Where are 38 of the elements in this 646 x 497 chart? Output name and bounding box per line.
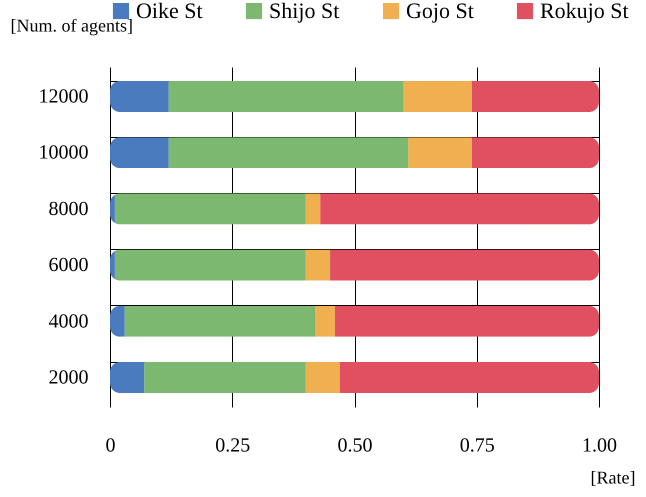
y-tick-label: 8000 [48,198,88,220]
y-tick-label: 6000 [48,254,88,276]
bar [315,306,335,337]
bar [320,193,599,224]
bar [306,362,340,393]
bar [403,81,472,112]
bar [114,193,306,224]
bar [472,81,599,112]
legend-label: Oike St [136,0,203,23]
bar [340,362,599,393]
y-tick-label: 4000 [48,310,88,332]
y-axis-title: [Num. of agents] [10,16,133,36]
x-tick-label: 1.00 [582,434,617,456]
y-tick-label: 10000 [38,142,88,164]
bar [472,137,599,168]
bar [330,250,599,281]
legend-label: Shijo St [269,0,340,23]
bar [306,193,320,224]
bar [334,306,599,337]
bar [408,137,472,168]
bar [114,250,306,281]
bar [124,306,316,337]
y-tick-label: 2000 [48,366,88,388]
legend-label: Gojo St [406,0,474,23]
y-tick-label: 12000 [38,86,88,108]
x-tick-label: 0.50 [338,434,372,456]
bar [144,362,306,393]
legend-label: Rokujo St [540,0,629,23]
bar [110,137,169,168]
x-tick-label: 0.75 [460,434,495,456]
bar [168,137,408,168]
x-tick-label: 0 [106,434,116,456]
bar [168,81,404,112]
bar [110,362,144,393]
x-tick-label: 0.25 [215,434,250,456]
bar [110,81,169,112]
x-axis-title: [Rate] [590,468,636,488]
bar [306,250,330,281]
